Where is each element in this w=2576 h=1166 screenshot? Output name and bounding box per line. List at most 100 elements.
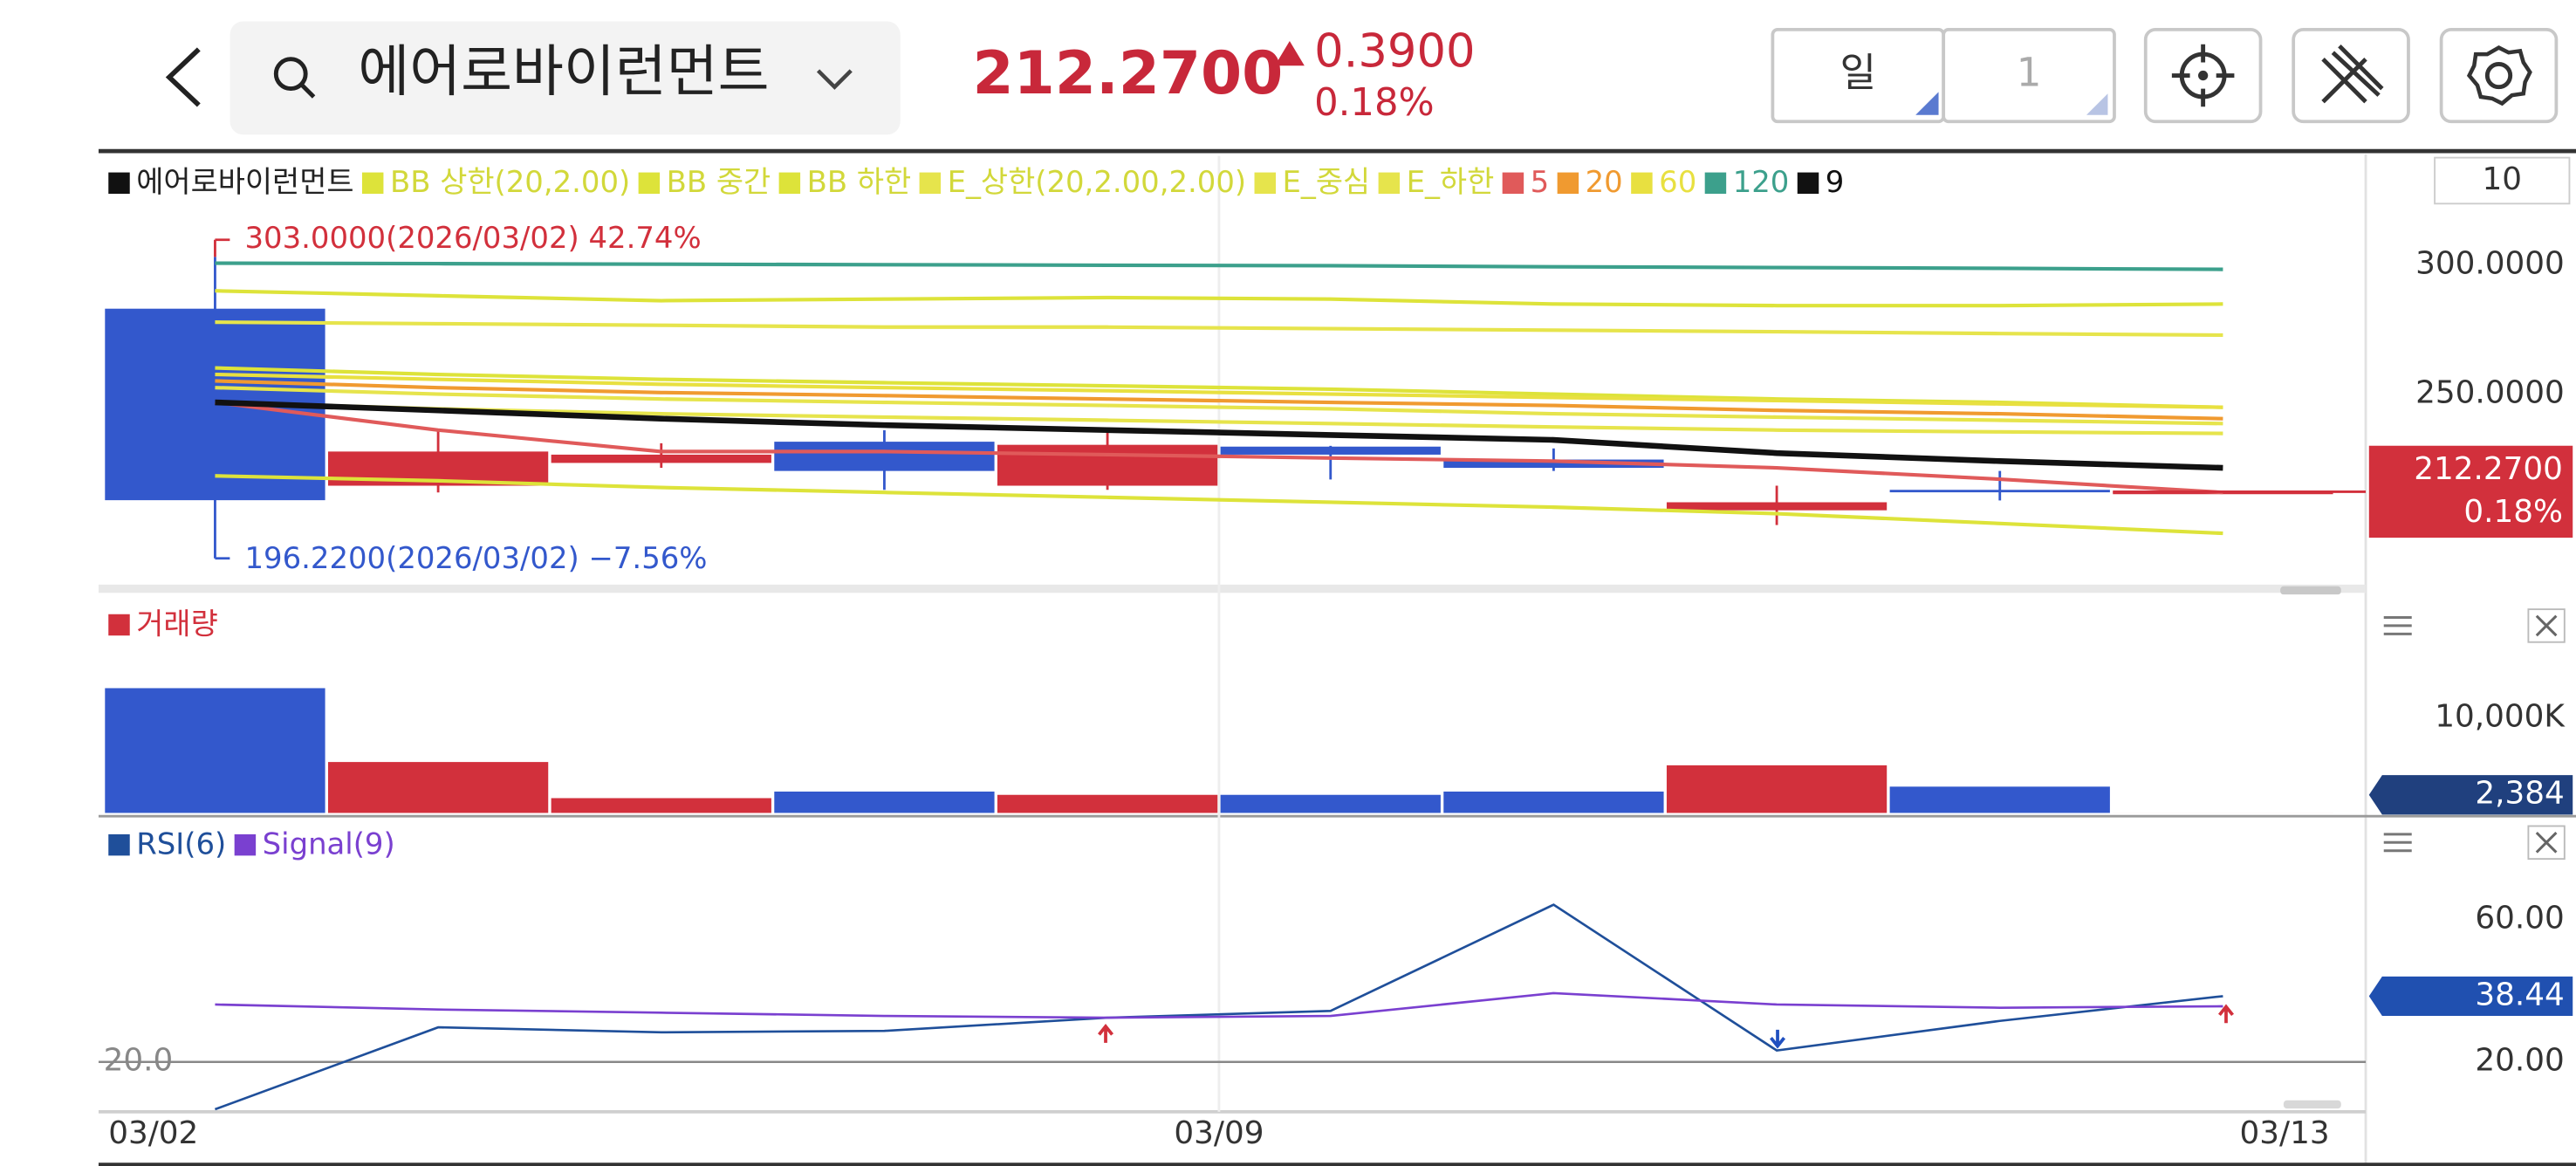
overlay-line: [215, 400, 2223, 436]
volume-bar: [1889, 786, 2110, 813]
legend-label: E_하한: [1407, 165, 1495, 199]
candle-body: [1220, 446, 1441, 455]
overlay-line: [215, 399, 2223, 471]
draw-icon: [2321, 44, 2384, 104]
high-annotation: 303.0000(2026/03/02) 42.74%: [245, 221, 702, 255]
overlay-line: [215, 400, 2223, 495]
overlay-line: [215, 379, 2223, 421]
x-tick-label: 03/02: [108, 1115, 198, 1151]
zoom-count: 10: [2483, 161, 2523, 197]
settings-icon: [2466, 45, 2532, 106]
overlay-line: [215, 386, 2223, 426]
legend-swatch: [1557, 172, 1579, 195]
scrollbar[interactable]: [2283, 1100, 2341, 1109]
legend-label: BB 하한: [807, 165, 912, 199]
legend-swatch: [1502, 172, 1524, 195]
legend-swatch: [108, 833, 130, 856]
volume-bar: [774, 791, 995, 813]
legend-swatch: [1254, 172, 1277, 195]
high-pointer: [214, 238, 230, 257]
legend-label: 120: [1733, 165, 1790, 199]
legend-swatch: [108, 172, 130, 195]
y-tick-label: 250.0000: [2415, 375, 2565, 411]
legend-label: BB 중간: [667, 165, 771, 199]
back-button[interactable]: [165, 47, 201, 107]
change-pct: 0.18%: [1314, 81, 1434, 125]
y-tick-label: 60.00: [2475, 900, 2564, 936]
menu-icon[interactable]: [2383, 616, 2412, 853]
buy-arrow: [2217, 1004, 2234, 1024]
x-tick-label: 03/13: [2240, 1115, 2330, 1151]
overlay-line: [215, 320, 2223, 338]
candle-body: [997, 444, 1218, 486]
legend-label: 에어로바이런먼트: [136, 165, 353, 199]
pane-divider: [98, 584, 2367, 593]
crosshair-icon: [2197, 70, 2209, 81]
reference-label: 20.0: [104, 1043, 174, 1079]
legend-label: BB 상한(20,2.00): [390, 165, 630, 199]
legend-label: E_중심: [1283, 165, 1371, 199]
legend-label: 60: [1659, 165, 1696, 199]
value-label: 38.44: [2475, 977, 2564, 1012]
close-icon: [2535, 614, 2558, 637]
indicator-line: [215, 991, 2223, 1019]
crosshair-icon: [2171, 44, 2235, 107]
y-tick-label: 10,000K: [2435, 698, 2566, 734]
y-tick-label: 20.00: [2475, 1043, 2564, 1079]
dropdown-icon[interactable]: [816, 69, 853, 90]
up-icon: [1274, 41, 1305, 66]
scrollbar[interactable]: [2280, 586, 2341, 595]
charts: 300.0000250.0000200.0000303.0000(2026/03…: [98, 155, 2573, 1151]
legend-swatch: [638, 172, 661, 195]
value-box: [2368, 976, 2573, 1016]
x-tick-label: 03/09: [1174, 1115, 1264, 1151]
current-price-box: [2368, 445, 2573, 538]
candle-body: [1666, 502, 1887, 511]
legend-swatch: [108, 614, 130, 636]
current-price: 212.2700: [2414, 451, 2563, 487]
legend-swatch: [1631, 172, 1653, 195]
count-button[interactable]: [1942, 27, 2116, 124]
legend-swatch: [1797, 172, 1819, 195]
low-annotation: 196.2200(2026/03/02) −7.56%: [245, 541, 708, 575]
volume-bar: [551, 798, 771, 813]
low-pointer: [214, 533, 230, 560]
settings-icon: [2484, 61, 2513, 90]
close-icon: [2535, 831, 2558, 854]
legend-label: RSI(6): [136, 827, 226, 861]
legend-label: 20: [1586, 165, 1623, 199]
current-change: 0.18%: [2463, 494, 2563, 530]
zoom-box[interactable]: [2434, 156, 2571, 205]
legend-label: Signal(9): [263, 827, 395, 861]
candle-body: [551, 454, 771, 463]
overlay-line: [215, 289, 2223, 308]
buy-arrow: [1098, 1024, 1114, 1043]
legend-swatch: [361, 172, 384, 195]
search-icon: [273, 57, 308, 92]
value-label: 2,384: [2475, 776, 2564, 812]
legend-swatch: [778, 172, 801, 195]
volume-bar: [1666, 765, 1887, 813]
candle-body: [1889, 490, 2110, 493]
overlay-line: [215, 474, 2223, 536]
volume-bar: [1443, 791, 1664, 813]
stock-name: 에어로바이런먼트: [358, 40, 769, 105]
period: 일: [1840, 50, 1877, 96]
legend-label: 거래량: [136, 607, 217, 641]
volume-bar: [997, 794, 1218, 813]
change: 0.3900: [1314, 25, 1475, 79]
settings-button[interactable]: [2439, 27, 2559, 124]
overlay-line: [215, 261, 2223, 271]
indicator-line: [214, 903, 2223, 1111]
candle-body: [774, 442, 995, 471]
signal-arrows: [1098, 1004, 2234, 1049]
search-box[interactable]: [230, 21, 901, 135]
search-icon: [300, 84, 316, 99]
corner: [1915, 92, 1939, 115]
volume-bar: [105, 688, 325, 813]
period-count: 1: [2017, 50, 2042, 96]
y-tick-label: 300.0000: [2415, 245, 2565, 281]
price: 212.2700: [973, 38, 1284, 107]
